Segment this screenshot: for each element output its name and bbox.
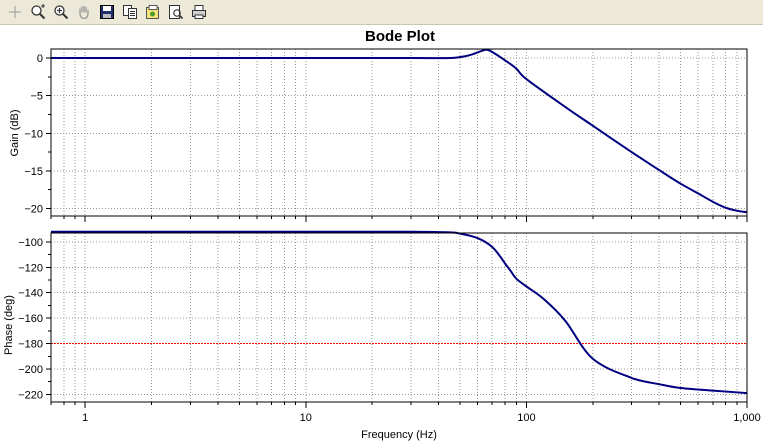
bode-plot-area: Bode Plot 0 −5 −10 −15 −20 −100 −120 −140 −160−… xyxy=(0,25,763,443)
phase-axis-label: Phase (deg) xyxy=(3,295,15,355)
pan-hand-icon xyxy=(79,5,89,20)
plot-background xyxy=(51,233,747,402)
y-tick-label: −10 xyxy=(24,128,43,140)
y-tick-label: −180 xyxy=(18,339,43,351)
pan-button[interactable] xyxy=(73,1,95,23)
export-icon xyxy=(146,5,159,19)
y-tick-label: −20 xyxy=(24,203,43,215)
phase-panel: −100 −120 −140 −160 −180 −200 −220 1 10 100 1,000 xyxy=(18,230,761,424)
y-tick-label: −220 xyxy=(18,389,43,401)
x-tick-label: 1,000 xyxy=(733,412,761,424)
plot-frame xyxy=(50,48,748,217)
zoom-in-button[interactable] xyxy=(50,1,72,23)
plot-frame xyxy=(50,232,748,403)
crosshair-icon xyxy=(9,6,21,18)
x-tick-label: 100 xyxy=(517,412,535,424)
chart-title: Bode Plot xyxy=(365,28,435,45)
print-icon xyxy=(192,5,206,19)
frequency-axis-label: Frequency (Hz) xyxy=(361,429,437,441)
y-tick-label: −160 xyxy=(18,313,43,325)
y-tick-label: −200 xyxy=(18,364,43,376)
series-line xyxy=(51,230,748,395)
print-preview-button[interactable] xyxy=(165,1,187,23)
y-tick-label: −100 xyxy=(18,237,43,249)
save-button[interactable] xyxy=(96,1,118,23)
zoom-fit-button[interactable] xyxy=(27,1,49,23)
crosshair-button[interactable] xyxy=(4,1,26,23)
gain-panel: 0 −5 −10 −15 −20 xyxy=(24,48,748,222)
x-tick-label: 10 xyxy=(300,412,312,424)
y-tick-label: 0 xyxy=(37,53,43,65)
print-button[interactable] xyxy=(188,1,210,23)
copy-icon xyxy=(123,5,137,19)
plot-toolbar xyxy=(0,0,763,25)
export-button[interactable] xyxy=(142,1,164,23)
zoom-fit-icon xyxy=(31,4,46,20)
y-tick-label: −15 xyxy=(24,166,43,178)
zoom-in-icon xyxy=(54,5,69,20)
copy-button[interactable] xyxy=(119,1,141,23)
save-icon xyxy=(100,5,114,19)
gain-axis-label: Gain (dB) xyxy=(9,109,21,156)
y-tick-label: −120 xyxy=(18,262,43,274)
print-preview-icon xyxy=(169,5,184,20)
x-tick-label: 1 xyxy=(82,412,88,424)
y-tick-label: −5 xyxy=(30,91,43,103)
bode-plot-chart: Bode Plot 0−5−10−15−20 −100−120−140−160−… xyxy=(3,28,761,441)
series-line xyxy=(51,48,748,214)
y-tick-label: −140 xyxy=(18,288,43,300)
plot-background xyxy=(51,49,747,216)
